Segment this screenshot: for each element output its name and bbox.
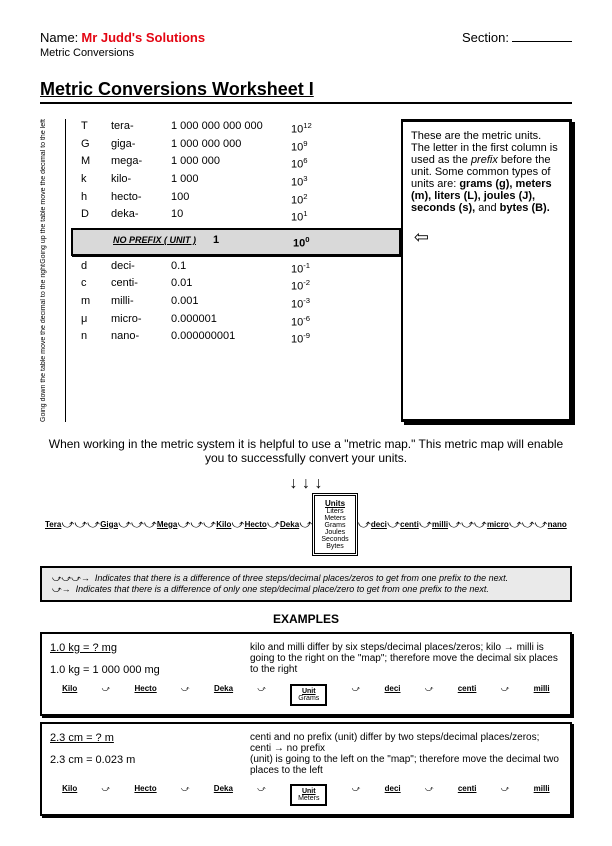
examples-title: EXAMPLES [40,612,572,626]
section-label: Section: [462,30,509,45]
title-underline [40,102,572,104]
name-value: Mr Judd's Solutions [81,30,205,45]
prefix-row: T tera- 1 000 000 000 000 1012 [71,119,401,137]
arrow-icon: ⇦ [414,230,429,244]
map-node: Kilo [216,520,231,529]
intro-text: When working in the metric system it is … [40,437,572,465]
prefix-row: D deka- 10 101 [71,207,401,225]
prefix-row: G giga- 1 000 000 000 109 [71,137,401,155]
no-prefix-row: NO PREFIX ( UNIT ) 1 100 ⇦ [71,228,401,256]
vert-label-down: Going down the table move the decimal to… [40,264,60,422]
vert-label-up: Going up the table move the decimal to t… [40,119,60,264]
units-box: UnitsLitersMetersGramsJoulesSecondsBytes [312,493,357,556]
map-node: Tera [45,520,61,529]
prefix-row: M mega- 1 000 000 106 [71,154,401,172]
subheader: Metric Conversions [40,47,205,59]
prefix-row: c centi- 0.01 10-2 [71,276,401,294]
map-node: nano [548,520,567,529]
info-box: These are the metric units. The letter i… [401,119,572,422]
prefix-row: n nano- 0.000000001 10-9 [71,329,401,347]
prefix-row: μ micro- 0.000001 10-6 [71,312,401,330]
map-node: Giga [100,520,118,529]
metric-map: ↓ ↓ ↓ Tera⤻⤻⤻Giga⤻⤻⤻Mega⤻⤻⤻Kilo⤻Hecto⤻De… [40,475,572,556]
name-label: Name: [40,30,78,45]
prefix-row: k kilo- 1 000 103 [71,172,401,190]
prefix-row: h hecto- 100 102 [71,190,401,208]
example-2: 2.3 cm = ? m 2.3 cm = 0.023 m centi and … [40,722,572,816]
map-node: micro [487,520,509,529]
legend-box: ⤻⤻⤻→Indicates that there is a difference… [40,566,572,602]
prefix-section: Going up the table move the decimal to t… [40,119,572,422]
map-node: deci [371,520,387,529]
section-blank [512,41,572,42]
map-node: centi [400,520,419,529]
map-node: milli [432,520,448,529]
header: Name: Mr Judd's Solutions Metric Convers… [40,30,572,59]
prefix-row: d deci- 0.1 10-1 [71,259,401,277]
prefix-table: T tera- 1 000 000 000 000 1012 G giga- 1… [71,119,401,422]
prefix-row: m milli- 0.001 10-3 [71,294,401,312]
map-node: Deka [280,520,299,529]
map-node: Mega [157,520,177,529]
example-1: 1.0 kg = ? mg 1.0 kg = 1 000 000 mg kilo… [40,632,572,716]
map-node: Hecto [245,520,267,529]
page-title: Metric Conversions Worksheet I [40,79,572,100]
